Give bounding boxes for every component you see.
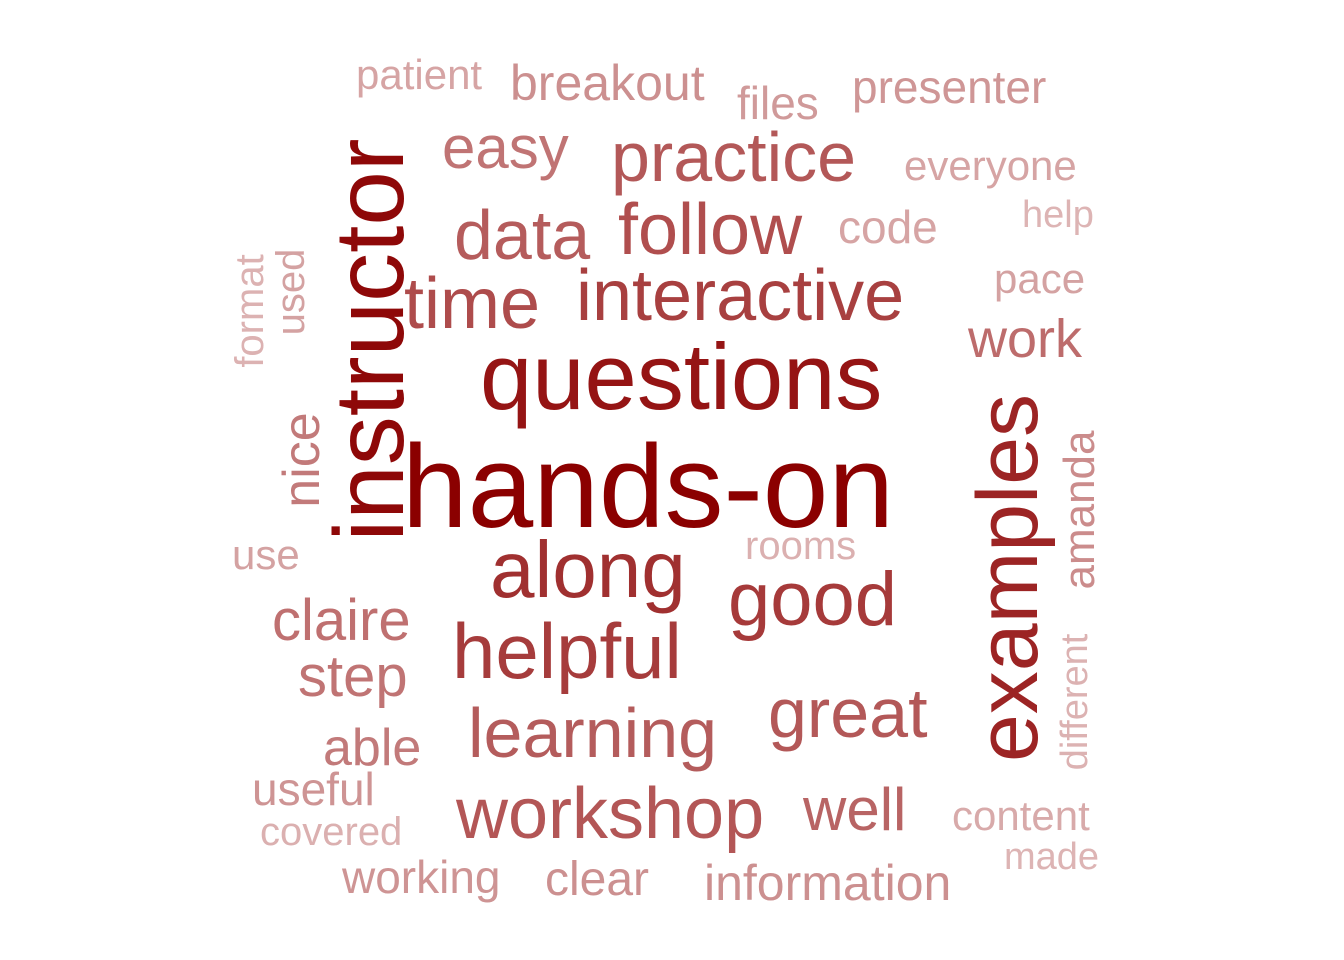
word-nice: nice — [273, 412, 331, 508]
word-made: made — [1004, 836, 1100, 878]
word-amanda: amanda — [1055, 430, 1104, 590]
word-breakout: breakout — [510, 55, 705, 111]
word-step: step — [298, 644, 408, 709]
word-format: format — [228, 254, 272, 368]
word-learning: learning — [468, 694, 718, 772]
word-information: information — [704, 855, 952, 911]
word-hands-on: hands-on — [402, 421, 895, 553]
word-used: used — [269, 248, 313, 336]
word-pace: pace — [994, 255, 1086, 302]
word-work: work — [968, 309, 1083, 369]
word-working: working — [342, 851, 501, 903]
word-presenter: presenter — [852, 61, 1047, 113]
word-great: great — [768, 674, 928, 752]
word-along: along — [490, 525, 686, 614]
word-data: data — [454, 196, 591, 274]
word-easy: easy — [442, 114, 569, 181]
word-files: files — [737, 77, 819, 129]
word-covered: covered — [260, 810, 403, 854]
word-claire: claire — [272, 588, 411, 653]
word-content: content — [952, 792, 1090, 839]
word-questions: questions — [480, 324, 883, 429]
word-workshop: workshop — [456, 774, 765, 854]
word-time: time — [404, 264, 541, 344]
word-practice: practice — [611, 118, 857, 196]
word-well: well — [803, 776, 907, 843]
word-different: different — [1054, 633, 1096, 771]
word-follow: follow — [618, 190, 803, 270]
word-patient: patient — [356, 51, 483, 98]
word-able: able — [323, 719, 422, 777]
word-use: use — [232, 531, 300, 578]
word-interactive: interactive — [576, 256, 905, 336]
word-useful: useful — [252, 763, 375, 815]
word-examples: examples — [960, 393, 1056, 763]
word-code: code — [838, 201, 938, 253]
word-help: help — [1022, 194, 1094, 236]
word-helpful: helpful — [452, 607, 682, 695]
word-good: good — [728, 557, 898, 642]
word-everyone: everyone — [904, 142, 1077, 189]
word-clear: clear — [545, 853, 650, 906]
word-rooms: rooms — [745, 524, 857, 568]
